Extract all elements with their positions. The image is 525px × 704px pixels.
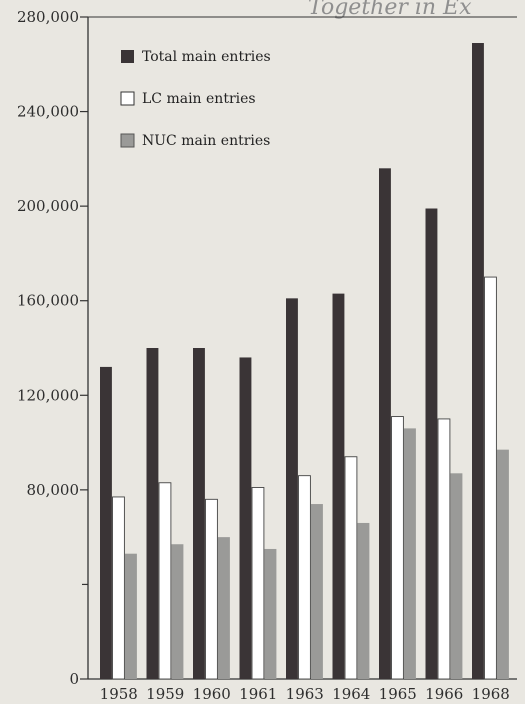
bar-lc-1968 [484, 276, 497, 680]
bar-total-1966 [425, 208, 438, 679]
x-category-label: 1961 [239, 685, 277, 703]
x-category-label: 1963 [286, 685, 324, 703]
legend-label-lc: LC main entries [142, 91, 256, 107]
bar-total-1968 [472, 43, 484, 679]
bar-total-1959 [146, 348, 159, 679]
bar-total-1960 [193, 348, 205, 679]
y-tick-label: 0 [69, 670, 79, 688]
bar-total-1963 [286, 298, 298, 679]
bar-lc-1961 [251, 487, 265, 680]
bar-nuc-1966 [450, 473, 463, 679]
legend-label-nuc: NUC main entries [142, 133, 270, 149]
bar-lc-1959 [158, 482, 172, 680]
bar-lc-1963 [298, 475, 311, 680]
bar-nuc-1965 [404, 428, 416, 679]
y-tick-label: 120,000 [17, 386, 79, 404]
bar-nuc-1968 [497, 449, 509, 679]
bar-lc-1964 [344, 456, 358, 680]
x-category-label: 1959 [146, 685, 184, 703]
y-tick-label: 240,000 [17, 103, 79, 121]
legend-swatch-nuc [120, 133, 135, 148]
legend: Total main entries LC main entries NUC mai… [120, 49, 271, 149]
y-tick-label: 200,000 [17, 197, 79, 215]
y-tick-label: 160,000 [17, 292, 79, 310]
bar-nuc-1964 [357, 522, 370, 679]
bar-total-1965 [379, 168, 391, 680]
bar-total-1961 [239, 357, 252, 679]
bar-total-1958 [100, 366, 112, 679]
page-header-text: Together in Ex [308, 0, 472, 20]
bar-total-1964 [332, 293, 345, 679]
legend-label-total: Total main entries [142, 49, 271, 65]
bar-lc-1958 [112, 496, 125, 680]
x-category-label: 1964 [332, 685, 370, 703]
bar-lc-1960 [205, 498, 218, 680]
legend-swatch-total [121, 50, 134, 63]
bar-lc-1966 [437, 418, 451, 680]
x-category-label: 1966 [425, 685, 463, 703]
x-category-label: 1968 [472, 685, 510, 703]
bar-nuc-1959 [171, 544, 184, 679]
y-tick-label: 80,000 [27, 481, 80, 499]
bar-nuc-1960 [218, 537, 230, 679]
axis-labels: 280,000 240,000 200,000 160,000 120,000 80,00… [17, 8, 510, 703]
bar-nuc-1958 [125, 553, 137, 679]
bar-lc-1965 [391, 416, 404, 680]
x-category-label: 1958 [100, 685, 138, 703]
x-category-label: 1960 [193, 685, 231, 703]
bars [100, 43, 509, 680]
y-tick-label: 280,000 [17, 8, 79, 26]
x-category-label: 1965 [379, 685, 417, 703]
bar-nuc-1963 [311, 504, 323, 679]
bar-nuc-1961 [264, 548, 277, 679]
legend-swatch-lc [120, 91, 135, 106]
